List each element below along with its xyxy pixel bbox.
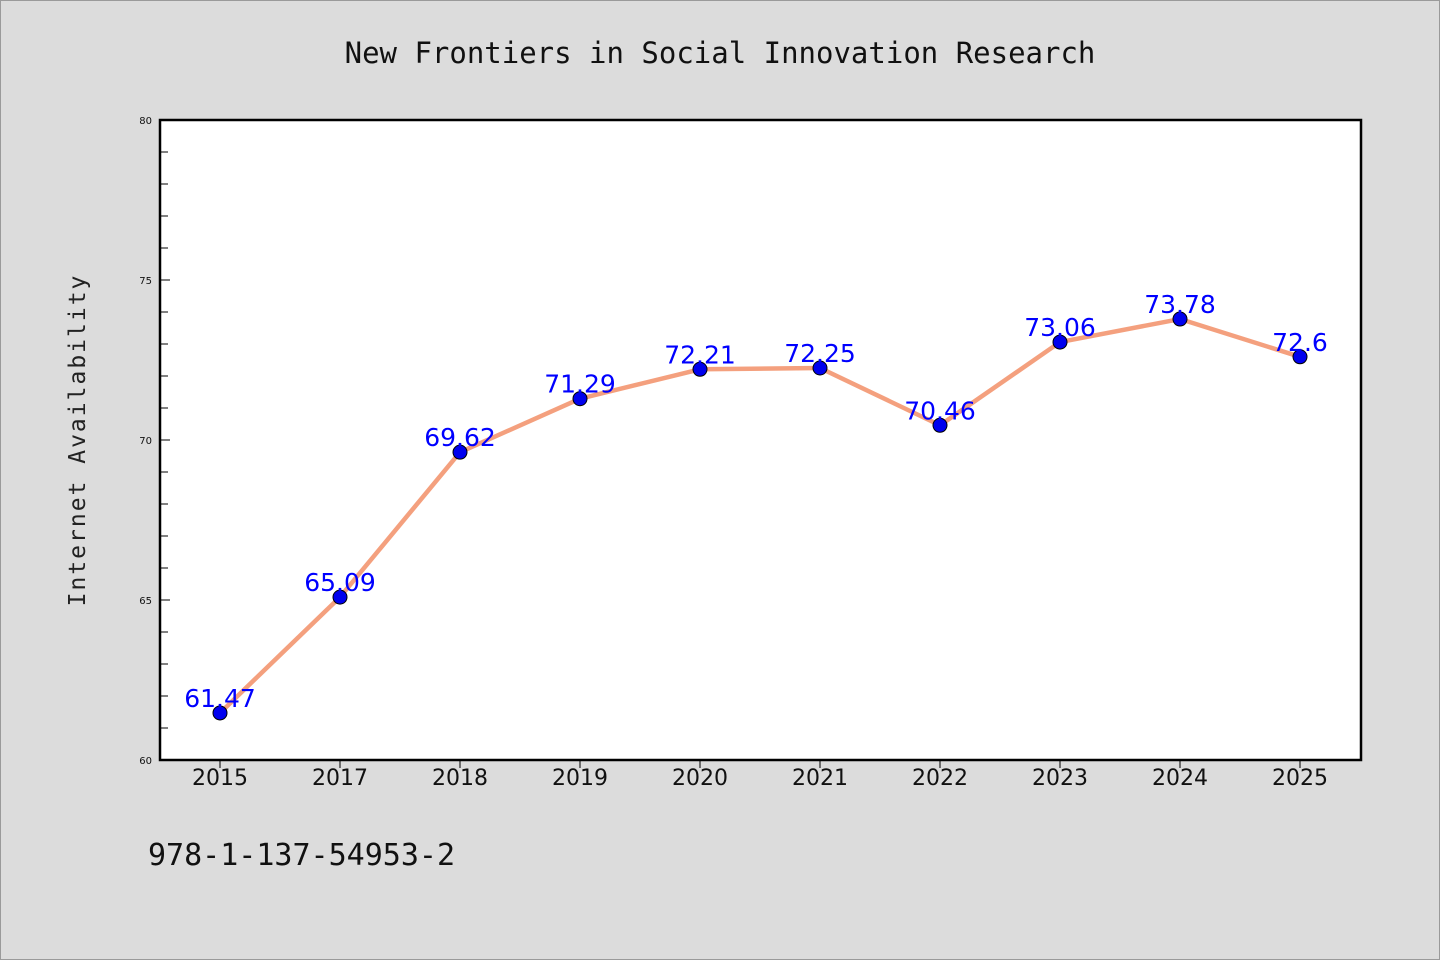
- data-point: [332, 589, 348, 605]
- isbn-text: 978-1-137-54953-2: [148, 838, 455, 873]
- y-tick-label: 75: [139, 276, 152, 287]
- x-tick-label: 2020: [672, 766, 728, 791]
- x-tick-label: 2022: [912, 766, 968, 791]
- data-label: 72.25: [784, 339, 856, 368]
- x-tick-label: 2015: [192, 766, 248, 791]
- data-point: [1292, 349, 1308, 365]
- data-point: [812, 360, 828, 376]
- x-tick-label: 2023: [1032, 766, 1088, 791]
- data-labels: 61.47 65.09 69.62 71.29 72.21 72.25 70.46 73.06…: [184, 290, 1328, 713]
- data-point: [572, 391, 588, 407]
- x-tick-label: 2025: [1272, 766, 1328, 791]
- y-tick-label: 65: [139, 596, 152, 607]
- x-tick-label: 2017: [312, 766, 368, 791]
- y-tick-label: 60: [139, 756, 152, 767]
- data-label: 61.47: [184, 684, 256, 713]
- data-label: 70.46: [904, 396, 976, 425]
- series-group: [212, 311, 1308, 721]
- y-axis-ticks: 60 65 70 75 80: [139, 116, 170, 767]
- x-axis-ticks: 2015 2017 2018 2019 2020 2021 2022 2023 2024 2025: [192, 760, 1328, 791]
- data-point: [1172, 311, 1188, 327]
- data-point: [212, 705, 228, 721]
- data-point: [692, 361, 708, 377]
- data-label: 73.78: [1144, 290, 1216, 319]
- data-point: [1052, 334, 1068, 350]
- data-label: 72.6: [1272, 328, 1328, 357]
- y-tick-label: 70: [139, 436, 152, 447]
- chart-title: New Frontiers in Social Innovation Resea…: [345, 36, 1096, 70]
- x-tick-label: 2019: [552, 766, 608, 791]
- x-tick-label: 2024: [1152, 766, 1208, 791]
- data-point: [452, 444, 468, 460]
- x-tick-label: 2018: [432, 766, 488, 791]
- series-line: [217, 316, 1303, 716]
- y-axis-label: Internet Availability: [65, 274, 91, 607]
- data-label: 73.06: [1024, 313, 1096, 342]
- data-label: 65.09: [304, 568, 376, 597]
- y-tick-label: 80: [139, 116, 152, 127]
- x-tick-label: 2021: [792, 766, 848, 791]
- data-label: 72.21: [664, 340, 736, 369]
- plot-area: [158, 118, 1363, 762]
- data-label: 69.62: [424, 423, 496, 452]
- data-point: [932, 417, 948, 433]
- data-label: 71.29: [544, 370, 616, 399]
